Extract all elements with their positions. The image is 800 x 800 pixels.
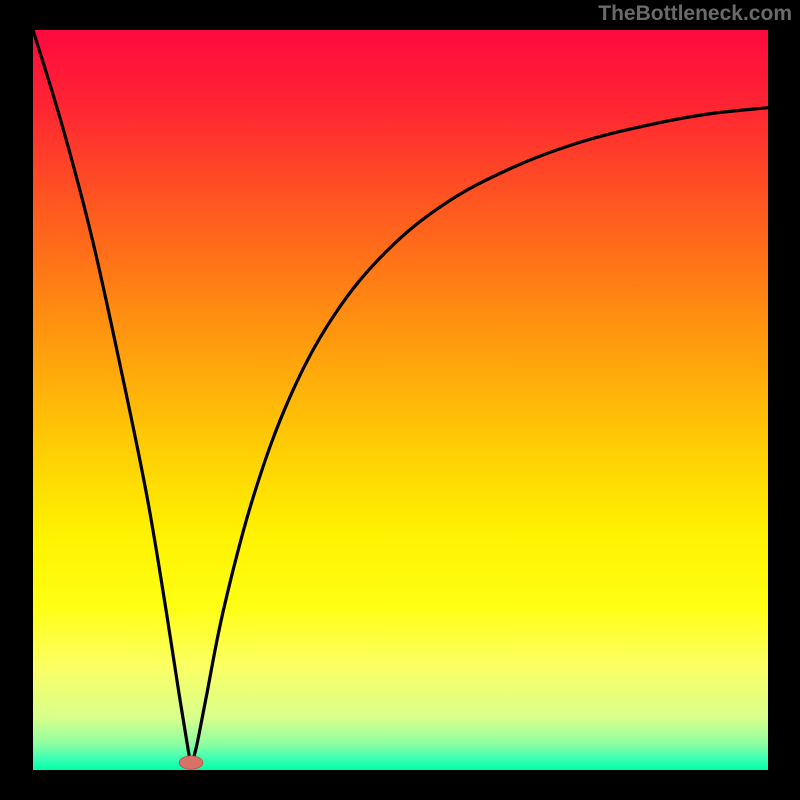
- watermark-text: TheBottleneck.com: [598, 2, 792, 26]
- gradient-background: [33, 30, 768, 770]
- plot-svg: [33, 30, 768, 770]
- plot-area: [33, 30, 768, 770]
- chart-frame: TheBottleneck.com: [0, 0, 800, 800]
- minimum-marker: [179, 756, 203, 769]
